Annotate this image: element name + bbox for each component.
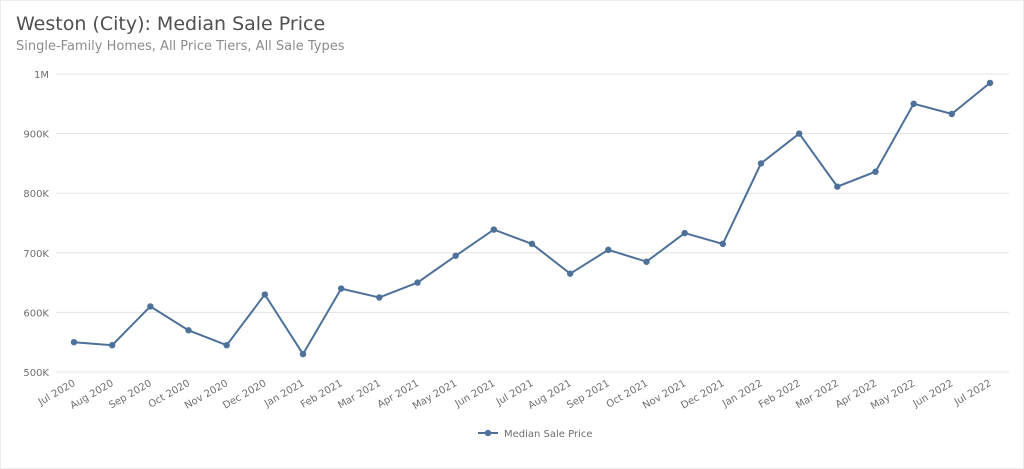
data-point[interactable] [414,279,421,286]
x-tick-label: Dec 2021 [679,378,726,412]
data-point[interactable] [643,258,650,265]
x-tick-label: Dec 2020 [221,378,268,412]
data-point[interactable] [490,226,498,233]
x-tick-label: Aug 2020 [68,378,115,412]
series-markers [70,79,994,358]
y-tick-label: 500K [23,368,49,379]
y-tick-label: 1M [34,70,49,81]
x-tick-label: Mar 2022 [794,378,841,411]
legend-marker-icon [484,429,492,437]
x-tick-label: Jul 2022 [952,378,994,408]
data-point[interactable] [872,168,879,175]
data-point[interactable] [147,303,154,310]
y-axis-labels: 500K 600K 700K 800K 900K 1M [23,70,49,379]
x-tick-label: Jun 2022 [911,378,956,410]
data-point[interactable] [948,110,956,118]
data-point[interactable] [108,341,116,349]
x-tick-label: Mar 2021 [336,378,383,411]
x-tick-label: Jun 2021 [453,378,498,410]
x-tick-label: Aug 2021 [526,378,573,412]
data-point[interactable] [223,341,230,349]
legend-label: Median Sale Price [504,429,593,440]
data-point[interactable] [185,327,192,334]
data-point[interactable] [605,246,612,254]
data-point[interactable] [70,339,78,346]
x-tick-label: Jan 2022 [720,378,765,410]
data-point[interactable] [986,79,994,87]
legend[interactable]: Median Sale Price [478,429,593,440]
y-tick-label: 700K [23,249,49,260]
data-point[interactable] [452,252,459,259]
x-tick-label: Sep 2021 [565,378,612,411]
series-line-median-sale-price [73,82,991,357]
data-point[interactable] [757,160,765,167]
data-point[interactable] [528,240,536,248]
y-gridlines [56,73,1009,373]
data-point[interactable] [261,291,269,298]
y-tick-label: 600K [23,308,49,319]
data-point[interactable] [299,350,307,358]
y-tick-label: 800K [23,189,49,200]
data-point[interactable] [910,100,917,108]
data-point[interactable] [681,229,688,237]
data-point[interactable] [337,285,345,292]
data-point[interactable] [719,240,727,248]
data-point[interactable] [566,270,574,277]
data-point[interactable] [376,294,383,301]
x-tick-label: Jan 2021 [262,378,307,410]
y-tick-label: 900K [23,130,49,141]
data-point[interactable] [795,130,803,137]
chart-subtitle: Single-Family Homes, All Price Tiers, Al… [16,39,345,54]
data-point[interactable] [834,183,841,190]
chart-title: Weston (City): Median Sale Price [16,13,326,35]
x-tick-label: Sep 2020 [107,378,154,411]
